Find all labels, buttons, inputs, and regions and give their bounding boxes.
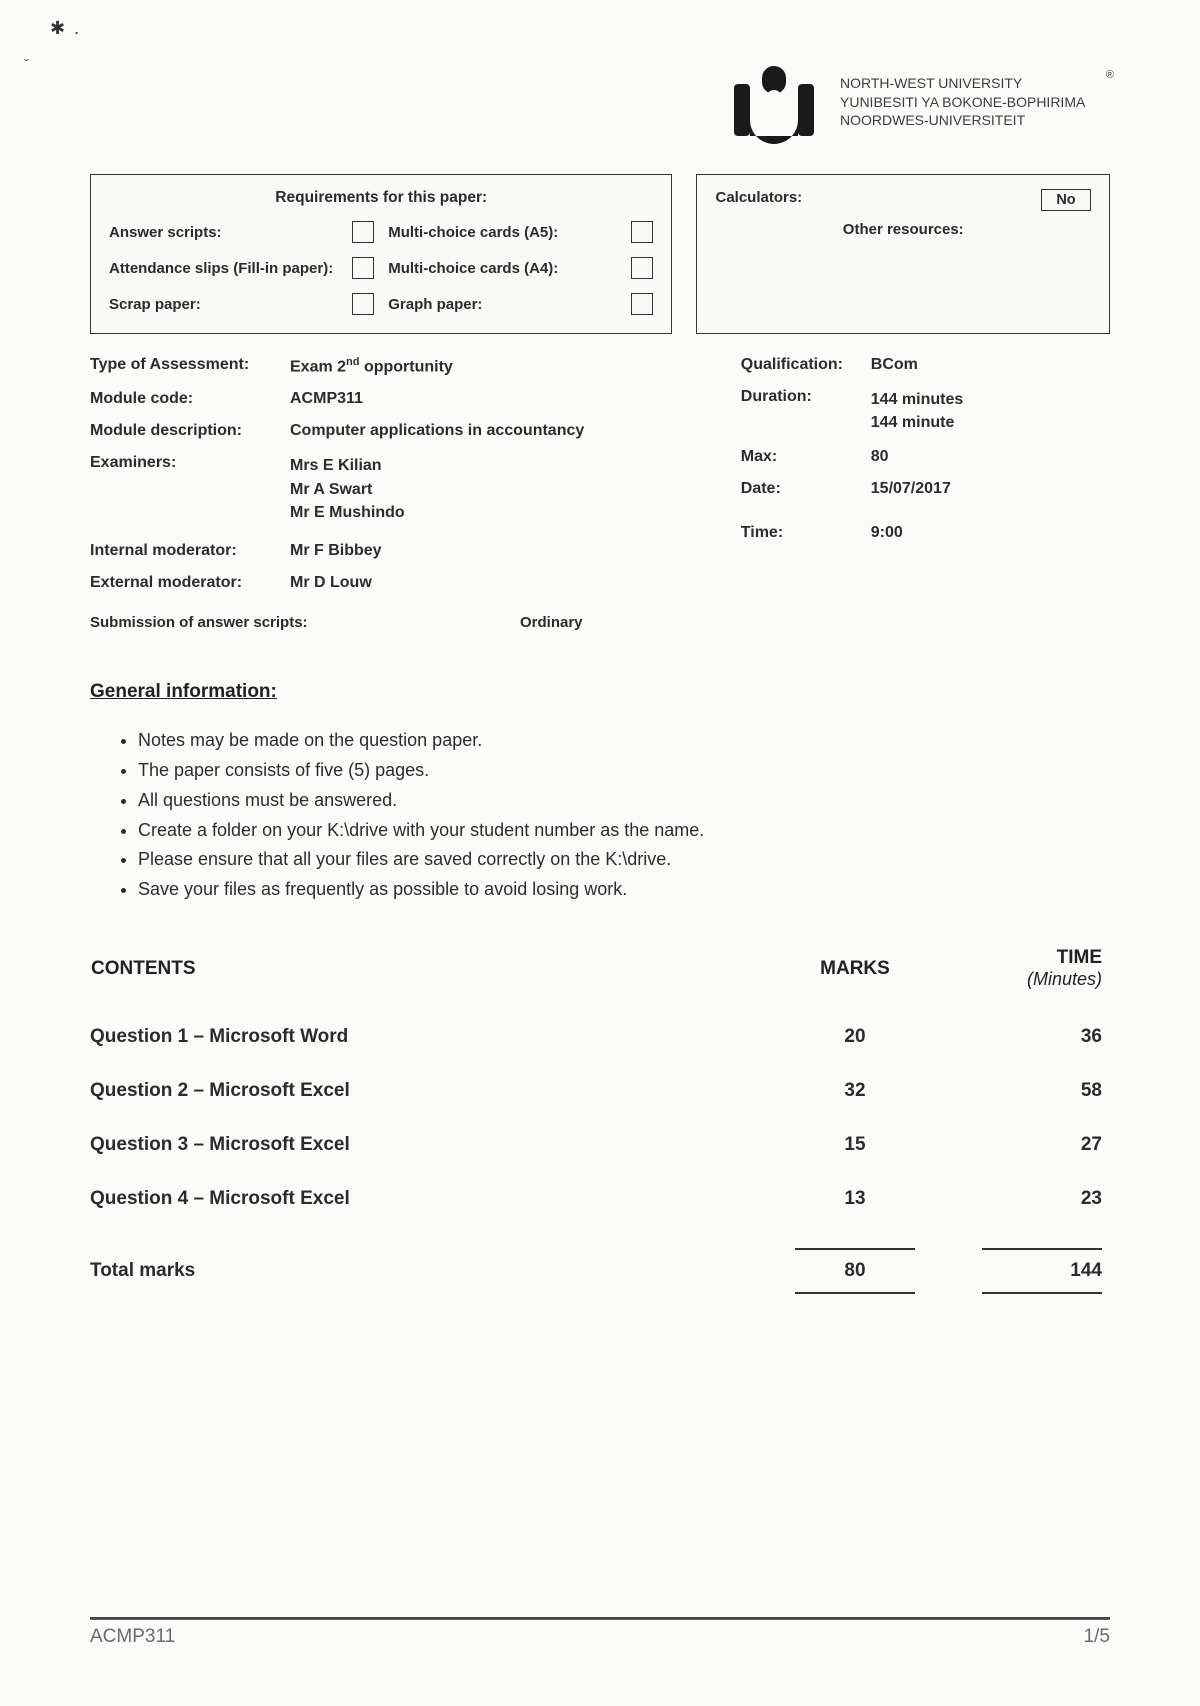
req-attendance-label: Attendance slips (Fill-in paper): (109, 260, 338, 277)
col-time-main: TIME (1057, 947, 1102, 968)
header: ® NORTH-WEST UNIVERSITY YUNIBESITI YA BO… (90, 60, 1110, 144)
assessment-details: Type of Assessment: Exam 2nd opportunity… (90, 356, 1110, 606)
time-cell: 27 (940, 1118, 1110, 1172)
exam-cover-page: ✱ . ˇ ® NORTH-WEST UNIVERSITY YUNIBESITI… (0, 0, 1200, 1706)
total-time-value: 144 (1070, 1260, 1102, 1281)
time-label: Time: (741, 524, 871, 542)
university-name-block: ® NORTH-WEST UNIVERSITY YUNIBESITI YA BO… (840, 74, 1110, 131)
col-marks: MARKS (770, 946, 940, 1010)
col-time: TIME (Minutes) (940, 946, 1110, 1010)
module-desc-label: Module description: (90, 422, 290, 440)
req-graph-checkbox (631, 293, 653, 315)
req-scrap-checkbox (352, 293, 374, 315)
examiners-value: Mrs E Kilian Mr A Swart Mr E Mushindo (290, 454, 405, 524)
table-row: Question 1 – Microsoft Word 20 36 (90, 1010, 1110, 1064)
page-footer: ACMP311 1/5 (90, 1617, 1110, 1648)
marks-cell: 13 (770, 1172, 940, 1226)
total-marks-value: 80 (844, 1260, 865, 1281)
req-attendance-checkbox (352, 257, 374, 279)
external-moderator-value: Mr D Louw (290, 574, 372, 592)
requirements-title: Requirements for this paper: (109, 189, 653, 207)
calculators-label: Calculators: (715, 189, 802, 206)
req-answer-scripts-label: Answer scripts: (109, 224, 338, 241)
marks-cell: 32 (770, 1064, 940, 1118)
module-desc-value: Computer applications in accountancy (290, 422, 584, 440)
table-row: Question 3 – Microsoft Excel 15 27 (90, 1118, 1110, 1172)
type-value-sup: nd (346, 356, 359, 368)
requirements-resources-row: Requirements for this paper: Answer scri… (90, 174, 1110, 334)
question-cell: Question 3 – Microsoft Excel (90, 1118, 770, 1172)
time-cell: 23 (940, 1172, 1110, 1226)
info-bullet: Save your files as frequently as possibl… (138, 876, 1110, 904)
module-code-value: ACMP311 (290, 390, 363, 408)
time-cell: 58 (940, 1064, 1110, 1118)
module-code-label: Module code: (90, 390, 290, 408)
duration-label: Duration: (741, 388, 871, 406)
general-info-heading: General information: (90, 681, 1110, 703)
type-value-pre: Exam 2 (290, 358, 346, 375)
type-value: Exam 2nd opportunity (290, 356, 453, 376)
question-cell: Question 1 – Microsoft Word (90, 1010, 770, 1064)
type-label: Type of Assessment: (90, 356, 290, 374)
qualification-value: BCom (871, 356, 918, 374)
info-bullet: Please ensure that all your files are sa… (138, 846, 1110, 874)
question-cell: Question 4 – Microsoft Excel (90, 1172, 770, 1226)
footer-page-number: 1/5 (1084, 1626, 1110, 1648)
req-mc-a4-checkbox (631, 257, 653, 279)
submission-label: Submission of answer scripts: (90, 614, 520, 631)
req-mc-a5-checkbox (631, 221, 653, 243)
table-row: Question 2 – Microsoft Excel 32 58 (90, 1064, 1110, 1118)
time-cell: 36 (940, 1010, 1110, 1064)
info-bullet: Notes may be made on the question paper. (138, 727, 1110, 755)
duration-value: 144 minutes 144 minute (871, 388, 963, 434)
table-row: Question 4 – Microsoft Excel 13 23 (90, 1172, 1110, 1226)
col-time-sub: (Minutes) (941, 969, 1102, 990)
requirements-box: Requirements for this paper: Answer scri… (90, 174, 672, 334)
req-answer-scripts-checkbox (352, 221, 374, 243)
other-resources-label: Other resources: (715, 221, 1091, 238)
type-value-post: opportunity (360, 358, 453, 375)
university-line3: NOORDWES-UNIVERSITEIT (840, 111, 1110, 130)
req-scrap-label: Scrap paper: (109, 296, 338, 313)
req-mc-a4-label: Multi-choice cards (A4): (388, 260, 617, 277)
time-value: 9:00 (871, 524, 903, 542)
info-bullet: The paper consists of five (5) pages. (138, 757, 1110, 785)
general-info-list: Notes may be made on the question paper.… (120, 727, 1110, 904)
stray-mark-top: ✱ . (50, 18, 81, 39)
marks-cell: 20 (770, 1010, 940, 1064)
date-label: Date: (741, 480, 871, 498)
university-logo (726, 60, 822, 144)
contents-table: CONTENTS MARKS TIME (Minutes) Question 1… (90, 946, 1110, 1310)
date-value: 15/07/2017 (871, 480, 951, 498)
question-cell: Question 2 – Microsoft Excel (90, 1064, 770, 1118)
req-graph-label: Graph paper: (388, 296, 617, 313)
info-bullet: Create a folder on your K:\drive with yo… (138, 817, 1110, 845)
info-bullet: All questions must be answered. (138, 787, 1110, 815)
resources-box: Calculators: No Other resources: (696, 174, 1110, 334)
external-moderator-label: External moderator: (90, 574, 290, 592)
internal-moderator-value: Mr F Bibbey (290, 542, 382, 560)
footer-module-code: ACMP311 (90, 1626, 175, 1648)
qualification-label: Qualification: (741, 356, 871, 374)
internal-moderator-label: Internal moderator: (90, 542, 290, 560)
university-line1: NORTH-WEST UNIVERSITY (840, 74, 1110, 93)
total-label: Total marks (90, 1226, 770, 1310)
total-row: Total marks 80 144 (90, 1226, 1110, 1310)
req-mc-a5-label: Multi-choice cards (A5): (388, 224, 617, 241)
col-contents: CONTENTS (90, 946, 770, 1010)
max-label: Max: (741, 448, 871, 466)
calculators-value: No (1041, 189, 1091, 211)
max-value: 80 (871, 448, 889, 466)
university-line2: YUNIBESITI YA BOKONE-BOPHIRIMA (840, 93, 1110, 112)
total-marks-cell: 80 (770, 1226, 940, 1310)
examiners-label: Examiners: (90, 454, 290, 472)
marks-cell: 15 (770, 1118, 940, 1172)
submission-value: Ordinary (520, 614, 583, 631)
total-time-cell: 144 (940, 1226, 1110, 1310)
stray-mark-side: ˇ (24, 56, 29, 72)
footer-divider (90, 1617, 1110, 1620)
registered-symbol: ® (1106, 68, 1114, 83)
submission-row: Submission of answer scripts: Ordinary (90, 614, 1110, 631)
